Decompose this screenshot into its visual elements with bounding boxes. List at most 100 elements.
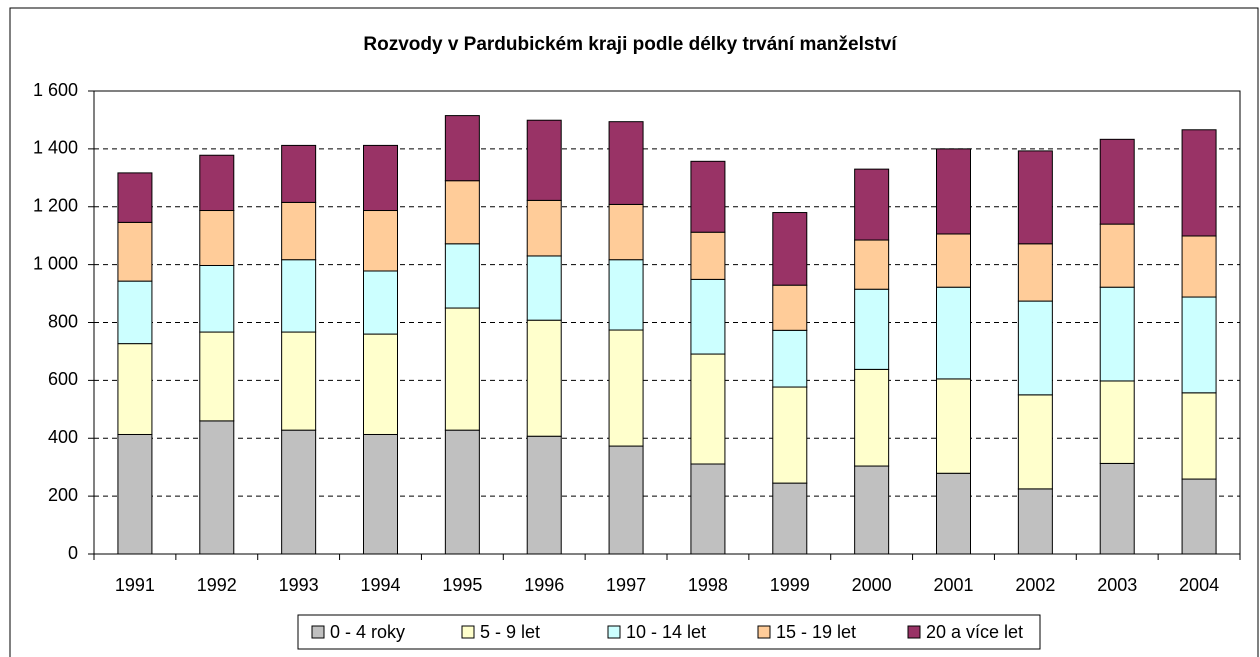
y-tick-label: 600: [48, 369, 78, 389]
legend-label: 5 - 9 let: [480, 622, 540, 642]
x-tick-label: 1992: [197, 575, 237, 595]
bar-segment: [772, 212, 808, 286]
bar-segment: [1099, 380, 1135, 464]
bar-segment: [690, 231, 726, 280]
bar-segment: [199, 331, 235, 422]
bar-segment: [1099, 286, 1135, 382]
bar-segment: [444, 180, 480, 245]
bar-segment: [444, 429, 480, 555]
bar-segment: [854, 168, 890, 241]
legend-swatch: [607, 625, 621, 639]
legend-swatch: [757, 625, 771, 639]
y-tick-label: 400: [48, 427, 78, 447]
bar-segment: [363, 433, 398, 555]
bar-segment: [1017, 243, 1053, 302]
x-tick-label: 2004: [1179, 575, 1219, 595]
bar-segment: [444, 115, 480, 182]
bar-segment: [199, 154, 235, 212]
x-tick-label: 1993: [279, 575, 319, 595]
bar-segment: [117, 343, 153, 435]
bar-segment: [1099, 138, 1135, 225]
x-tick-label: 1997: [606, 575, 646, 595]
bar-segment: [281, 144, 317, 203]
bar-segment: [526, 199, 562, 257]
bar-segment: [117, 280, 153, 345]
y-tick-label: 0: [68, 543, 78, 563]
y-tick-label: 1 000: [33, 253, 78, 273]
bar-segment: [526, 255, 562, 321]
chart-title: Rozvody v Pardubickém kraji podle délky …: [363, 34, 897, 55]
bar-segment: [608, 259, 644, 331]
bar-segment: [363, 210, 398, 272]
x-tick-label: 1996: [524, 575, 564, 595]
y-tick-label: 200: [48, 485, 78, 505]
y-tick-label: 1 600: [33, 80, 78, 100]
bar-segment: [772, 284, 808, 331]
bar-segment: [1181, 392, 1217, 480]
bar-segment: [690, 160, 726, 233]
bar-segment: [363, 144, 398, 212]
bar-segment: [1017, 394, 1053, 490]
bar-segment: [281, 259, 317, 333]
bar-segment: [608, 329, 644, 447]
bar-segment: [1181, 129, 1217, 237]
bar-segment: [772, 386, 808, 484]
legend-label: 15 - 19 let: [776, 622, 856, 642]
bar-segment: [363, 270, 398, 335]
bar-segment: [936, 233, 971, 288]
bar-segment: [281, 331, 317, 431]
legend-swatch: [311, 625, 325, 639]
y-tick-label: 1 400: [33, 138, 78, 158]
x-tick-label: 1994: [360, 575, 400, 595]
x-tick-label: 1991: [115, 575, 155, 595]
bar-segment: [608, 203, 644, 261]
bar-segment: [854, 239, 890, 290]
bar-segment: [1181, 296, 1217, 394]
bar-segment: [690, 463, 726, 555]
legend-swatch: [907, 625, 921, 639]
bar-segment: [1099, 223, 1135, 288]
bar-segment: [690, 278, 726, 355]
y-tick-label: 800: [48, 311, 78, 331]
x-tick-label: 1998: [688, 575, 728, 595]
legend-label: 0 - 4 roky: [330, 622, 405, 642]
bar-segment: [444, 307, 480, 431]
legend-label: 10 - 14 let: [626, 622, 706, 642]
bar-segment: [936, 472, 971, 555]
bar-segment: [117, 433, 153, 555]
bar-segment: [199, 264, 235, 333]
legend-label: 20 a více let: [926, 622, 1023, 642]
bar-segment: [281, 201, 317, 261]
bar-segment: [608, 121, 644, 205]
bar-segment: [1017, 300, 1053, 396]
bar-segment: [281, 429, 317, 555]
bar-segment: [363, 333, 398, 435]
bar-segment: [772, 329, 808, 388]
x-tick-label: 2000: [852, 575, 892, 595]
bar-segment: [608, 445, 644, 555]
bar-segment: [1181, 235, 1217, 298]
bar-segment: [690, 353, 726, 465]
x-tick-label: 2003: [1097, 575, 1137, 595]
bar-segment: [526, 319, 562, 437]
bar-segment: [936, 148, 971, 235]
x-tick-label: 1995: [442, 575, 482, 595]
bar-segment: [1099, 462, 1135, 555]
y-tick-label: 1 200: [33, 196, 78, 216]
bar-segment: [854, 368, 890, 467]
x-tick-label: 2001: [933, 575, 973, 595]
bar-segment: [854, 288, 890, 370]
bar-segment: [936, 286, 971, 380]
bar-segment: [936, 378, 971, 474]
legend-swatch: [461, 625, 475, 639]
bar-segment: [526, 435, 562, 555]
bar-segment: [199, 210, 235, 266]
x-tick-label: 1999: [770, 575, 810, 595]
bar-segment: [444, 243, 480, 309]
x-tick-label: 2002: [1015, 575, 1055, 595]
bar-segment: [117, 172, 153, 223]
bar-segment: [1017, 488, 1053, 555]
bar-segment: [199, 420, 235, 555]
bar-segment: [117, 221, 153, 282]
bar-segment: [1017, 150, 1053, 245]
